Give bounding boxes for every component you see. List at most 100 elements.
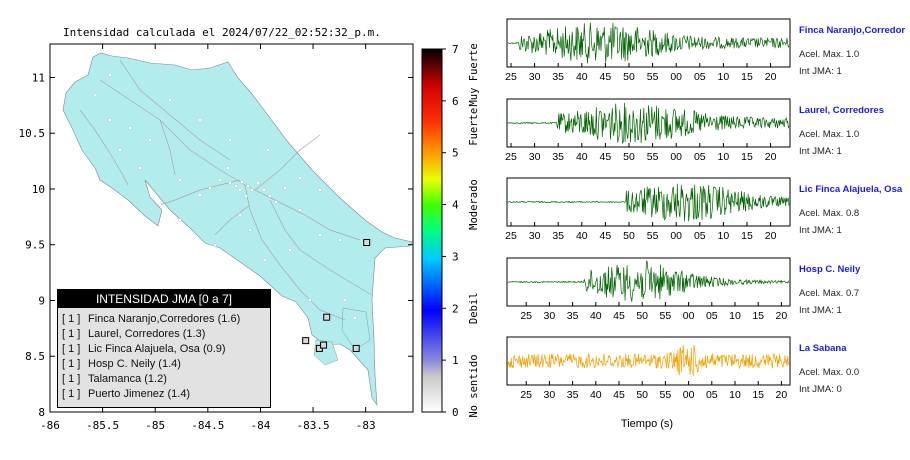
city-dot [208, 186, 212, 190]
station-name: Finca Naranjo,Corredor [799, 25, 906, 36]
waveform-tick-label: 45 [600, 151, 612, 163]
waveform-tick-label: 05 [694, 230, 706, 242]
waveform-trace [507, 260, 790, 302]
waveform-tick-label: 55 [660, 389, 672, 401]
waveform-tick-label: 50 [623, 230, 635, 242]
map-x-tick-label: -85 [145, 419, 165, 432]
waveform-tick-label: 30 [529, 230, 541, 242]
colorbar-category-label: Fuerte [468, 108, 480, 146]
station-acel-max: Acel. Max. 1.0 [799, 49, 860, 60]
waveform-tick-label: 50 [623, 151, 635, 163]
waveform-tick-label: 55 [647, 151, 659, 163]
legend-station: Hosp C. Neily (1.4) [88, 358, 181, 370]
waveform-panels: 25 30 35 40 45 50 55 00 05 10 15 20 25 30 35 40 45 50 55 00… [505, 18, 791, 401]
station-int-jma: Int JMA: 1 [799, 66, 842, 77]
waveform-tick-label: 15 [741, 151, 753, 163]
city-dot [198, 118, 202, 122]
map-x-tick-label: -83.5 [296, 419, 329, 432]
station-acel-max: Acel. Max. 0.7 [799, 288, 860, 299]
city-dot [288, 248, 292, 252]
city-dot [138, 166, 142, 170]
city-dot [268, 194, 272, 198]
waveform-tick-label: 00 [670, 151, 682, 163]
legend-station: Lic Finca Alajuela, Osa (0.9) [88, 343, 226, 355]
waveform-tick-label: 35 [552, 230, 564, 242]
waveform-tick-label: 30 [544, 310, 556, 322]
waveform-tick-label: 40 [590, 389, 602, 401]
waveform-tick-label: 20 [765, 230, 777, 242]
waveform-tick-label: 30 [529, 71, 541, 83]
city-dot [218, 178, 222, 182]
legend-title: INTENSIDAD JMA [0 a 7] [58, 290, 270, 308]
city-dot [244, 194, 248, 198]
city-dot [246, 184, 250, 188]
map-title: Intensidad calculada el 2024/07/22_02:52… [63, 26, 381, 39]
waveform-tick-label: 55 [660, 310, 672, 322]
colorbar-categories: No sentido Debil Moderado Fuerte Muy Fuerte [468, 43, 480, 417]
city-dot [178, 218, 182, 222]
map-y-tick-label: 8.5 [25, 350, 45, 363]
waveform-tick-label: 00 [670, 230, 682, 242]
station-name: Hosp C. Neily [799, 264, 861, 275]
colorbar-ticks: 0 1 2 3 4 5 6 7 [442, 43, 459, 419]
waveform-panel-frame [506, 18, 791, 68]
colorbar-category-label: Debil [468, 292, 480, 324]
waveform-tick-label: 20 [765, 71, 777, 83]
legend-row: [ 1 ] Finca Naranjo,Corredores (1.6) [58, 312, 270, 327]
station-name: Laurel, Corredores [799, 105, 884, 116]
waveform-tick-label: 25 [505, 230, 517, 242]
waveform-tick-label: 55 [647, 71, 659, 83]
waveform-tick-label: 15 [752, 389, 764, 401]
city-dot [198, 193, 202, 197]
legend-level: [ 1 ] [62, 388, 81, 400]
colorbar-category-label: Muy Fuerte [468, 43, 480, 106]
map-x-tick-label: -84 [250, 419, 270, 432]
waveform-tick-label: 20 [765, 151, 777, 163]
station-acel-max: Acel. Max. 1.0 [799, 129, 860, 140]
waveform-tick-label: 45 [613, 310, 625, 322]
city-dot [108, 118, 112, 122]
city-dot [93, 93, 97, 97]
colorbar-tick-label: 5 [452, 147, 459, 160]
city-dot [248, 228, 252, 232]
colorbar-tick-label: 0 [452, 406, 459, 419]
city-dot [318, 233, 322, 237]
map-x-tick-label: -84.5 [191, 419, 224, 432]
station-marker [323, 313, 331, 321]
map-x-tick-label: -86 [40, 419, 60, 432]
legend-level: [ 1 ] [62, 328, 81, 340]
waveform-tick-label: 50 [623, 71, 635, 83]
waveform-tick-label: 25 [505, 71, 517, 83]
map-y-tick-label: 8 [38, 406, 45, 419]
waveform-tick-label: 05 [706, 310, 718, 322]
map-x-tick-label: -83 [356, 419, 376, 432]
city-dot [298, 176, 302, 180]
waveform-tick-label: 15 [741, 230, 753, 242]
legend-level: [ 1 ] [62, 373, 81, 385]
city-dot [240, 180, 244, 184]
waveform-tick-label: 25 [520, 389, 532, 401]
map-y-tick-label: 10 [32, 183, 45, 196]
waveform-tick-label: 20 [776, 310, 788, 322]
city-dot [158, 203, 162, 207]
legend-row: [ 1 ] Lic Finca Alajuela, Osa (0.9) [58, 342, 270, 357]
waveform-tick-label: 25 [505, 151, 517, 163]
city-dot [168, 98, 172, 102]
waveform-tick-label: 35 [567, 389, 579, 401]
city-dot [213, 243, 217, 247]
city-dot [178, 178, 182, 182]
city-dot [274, 200, 278, 204]
waveform-trace [507, 344, 790, 377]
waveform-tick-label: 00 [670, 71, 682, 83]
station-acel-max: Acel. Max. 0.8 [799, 208, 860, 219]
intensity-legend: INTENSIDAD JMA [0 a 7] [ 1 ] Finca Naranj… [57, 289, 271, 408]
city-dot [238, 213, 242, 217]
city-dot [118, 148, 122, 152]
colorbar-category-label: Moderado [468, 179, 480, 230]
city-dot [298, 208, 302, 212]
waveform-tick-label: 15 [752, 310, 764, 322]
colorbar-tick-label: 2 [452, 302, 459, 315]
map-y-axis: 11 10.5 10 9.5 9 8.5 8 [19, 71, 413, 419]
city-dot [228, 181, 232, 185]
